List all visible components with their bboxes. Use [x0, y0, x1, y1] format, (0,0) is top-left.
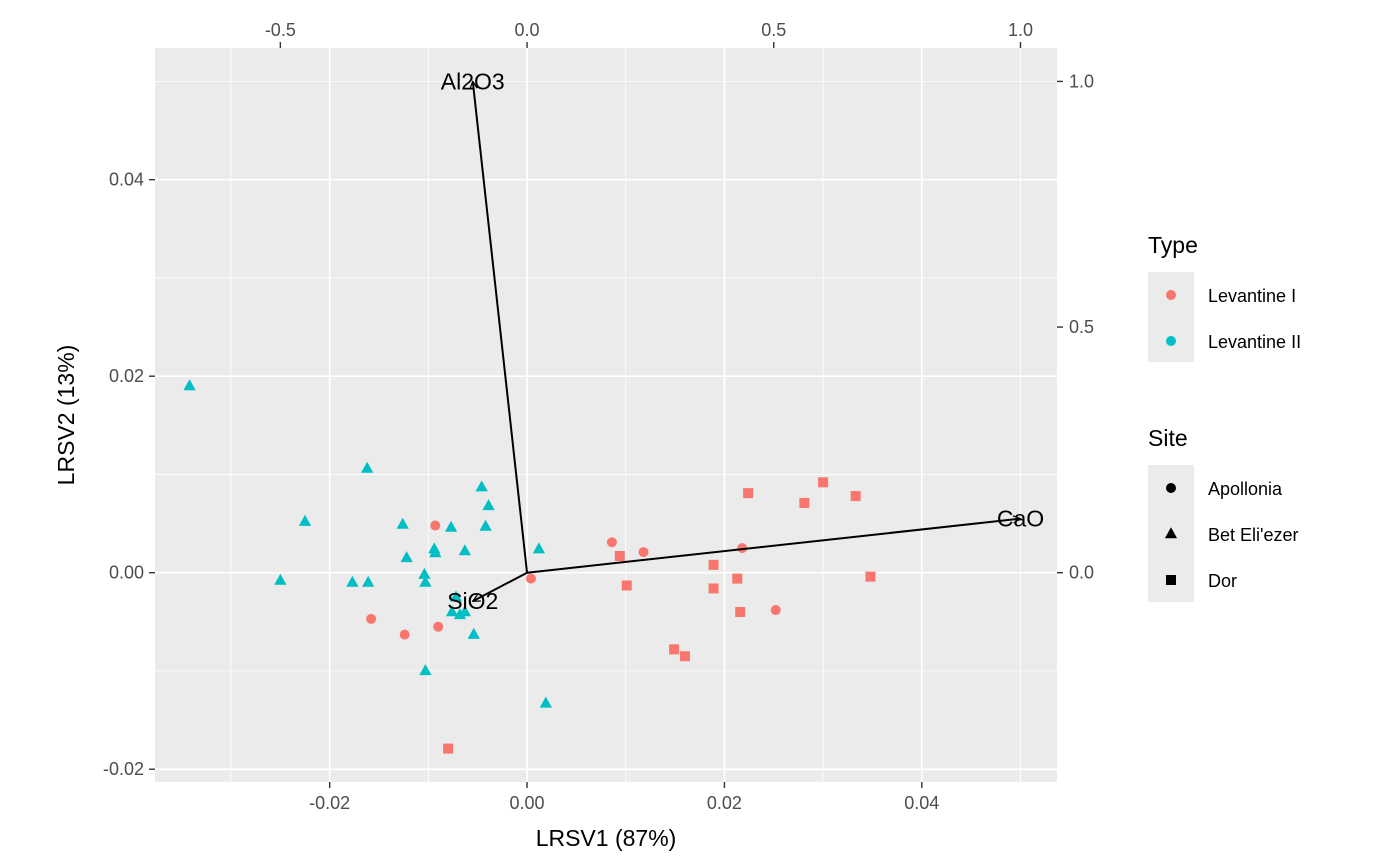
legend-site-label: Bet Eli'ezer [1208, 525, 1298, 545]
data-point [606, 537, 617, 548]
legend-site: Site Apollonia Bet Eli'ezer Dor [1148, 425, 1298, 602]
arrow-al2o3 [473, 81, 529, 573]
data-point [708, 583, 719, 594]
legend-site-label: Apollonia [1208, 479, 1283, 499]
x2-tick-label: 1.0 [1008, 20, 1033, 40]
data-point [539, 696, 552, 708]
x-axis-bottom: -0.02 0.00 0.02 0.04 [309, 782, 939, 813]
data-point [419, 664, 432, 676]
data-point [429, 546, 442, 558]
data-point [865, 571, 876, 582]
data-point [818, 477, 829, 488]
data-point [732, 573, 743, 584]
data-point [679, 651, 690, 662]
y-tick-label: -0.02 [103, 759, 144, 779]
x2-tick-label: -0.5 [265, 20, 296, 40]
y-axis-right-secondary: 0.0 0.5 1.0 [1057, 71, 1094, 583]
data-point [346, 575, 359, 587]
data-point [433, 621, 444, 632]
data-point [799, 497, 810, 508]
data-point [362, 575, 375, 587]
x-axis-top-secondary: -0.5 0.0 0.5 1.0 [265, 20, 1033, 48]
loading-arrows: Al2O3 CaO SiO2 [441, 68, 1044, 614]
legend-type-label: Levantine I [1208, 286, 1296, 306]
x-axis-title: LRSV1 (87%) [536, 825, 677, 851]
legend-type: Type Levantine I Levantine II [1148, 232, 1301, 362]
y-axis-title: LRSV2 (13%) [53, 345, 79, 486]
arrow-sio2 [473, 571, 528, 603]
data-point [735, 607, 746, 618]
legend-site-title: Site [1148, 425, 1188, 451]
y-axis-left: -0.02 0.00 0.02 0.04 [103, 170, 155, 779]
data-point [274, 573, 287, 585]
y-tick-label: 0.02 [109, 366, 144, 386]
data-point [443, 743, 454, 754]
legend-site-key [1164, 527, 1178, 539]
data-point [638, 547, 649, 558]
x-tick-label: 0.02 [707, 793, 742, 813]
legend-type-key [1166, 336, 1176, 346]
y2-tick-label: 0.5 [1069, 317, 1094, 337]
arrow-cao [526, 519, 1020, 574]
data-point [298, 514, 312, 526]
legend-type-key-bg [1148, 272, 1194, 362]
data-point [361, 461, 374, 473]
x-tick-label: 0.04 [904, 793, 939, 813]
x2-tick-label: 0.5 [761, 20, 786, 40]
legend-type-title: Type [1148, 232, 1198, 258]
grid-minor [155, 48, 1057, 782]
data-point [366, 613, 377, 624]
data-point [418, 567, 431, 579]
data-point [708, 559, 719, 570]
data-point [453, 608, 467, 620]
legend-type-label: Levantine II [1208, 332, 1301, 352]
data-point [458, 605, 471, 617]
data-point [482, 499, 495, 511]
data-point [669, 644, 680, 655]
data-point [419, 575, 432, 587]
arrow-label: Al2O3 [441, 68, 505, 94]
data-point [770, 605, 781, 616]
legend-site-label: Dor [1208, 571, 1237, 591]
data-point [444, 520, 458, 532]
y2-tick-label: 1.0 [1069, 71, 1094, 91]
data-point [532, 542, 546, 554]
y2-tick-label: 0.0 [1069, 563, 1094, 583]
data-points [183, 379, 876, 754]
data-point [430, 520, 441, 531]
data-point [458, 544, 471, 556]
data-point [479, 519, 492, 531]
data-point [743, 488, 754, 499]
arrow-label: SiO2 [447, 588, 498, 614]
arrow-label: CaO [997, 506, 1044, 532]
legend-site-key [1166, 575, 1176, 585]
data-point [445, 605, 459, 617]
x2-tick-label: 0.0 [515, 20, 540, 40]
grid-major [155, 48, 1057, 782]
legend-type-key [1166, 290, 1176, 300]
data-point [621, 580, 632, 591]
data-point [614, 551, 625, 562]
data-point [475, 480, 488, 492]
data-point [399, 629, 410, 640]
data-point [396, 517, 409, 529]
x-tick-label: 0.00 [510, 793, 545, 813]
y-tick-label: 0.04 [109, 170, 144, 190]
x-tick-label: -0.02 [309, 793, 350, 813]
legend-site-key [1166, 483, 1176, 493]
data-point [525, 573, 536, 584]
data-point [183, 379, 196, 391]
y-tick-label: 0.00 [109, 563, 144, 583]
data-point [449, 590, 463, 602]
data-point [400, 551, 413, 563]
data-point [467, 627, 480, 639]
panel-background [155, 48, 1057, 782]
data-point [850, 491, 861, 502]
